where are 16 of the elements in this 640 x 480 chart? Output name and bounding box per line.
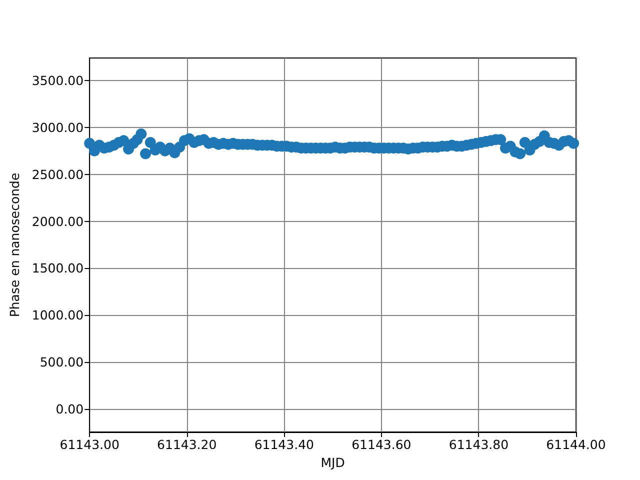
y-tick-label: 500.00 xyxy=(40,354,84,370)
y-tick-label: 3000.00 xyxy=(32,120,84,135)
x-tick-label: 61144.00 xyxy=(546,437,606,452)
y-tick-label: 3500.00 xyxy=(32,73,84,88)
y-tick-label: 2500.00 xyxy=(32,166,84,182)
x-axis-title: MJD xyxy=(320,454,345,470)
y-tick-label: 2000.00 xyxy=(32,214,84,229)
y-tick-label: 1000.00 xyxy=(32,308,84,323)
x-tick-label: 61143.20 xyxy=(157,437,217,452)
x-tick-label: 61143.00 xyxy=(60,437,120,452)
x-tick-label: 61143.40 xyxy=(254,437,314,452)
y-tick-label: 1500.00 xyxy=(32,260,84,276)
y-tick-label: 0.00 xyxy=(56,402,84,417)
y-axis-title: Phase en nanoseconde xyxy=(7,172,22,318)
x-tick-label: 61143.80 xyxy=(448,437,509,452)
x-tick-label: 61143.60 xyxy=(352,437,412,452)
